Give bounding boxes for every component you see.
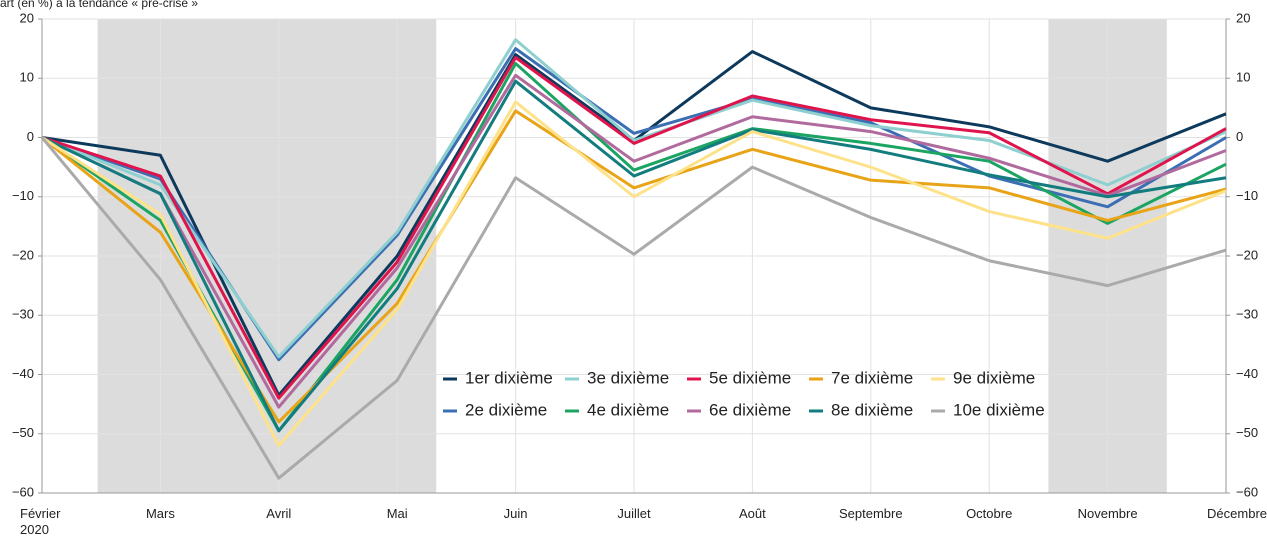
- y-tick-label: −40: [12, 366, 34, 381]
- legend-label: 1er dixième: [465, 368, 553, 387]
- x-tick-label: Octobre: [966, 506, 1013, 521]
- y-tick-label: −10: [12, 188, 34, 203]
- series-line: [41, 56, 1227, 400]
- legend-label: 3e dixième: [587, 368, 669, 387]
- x-tick-label: Avril: [266, 506, 292, 521]
- y2-tick-label: −40: [1236, 366, 1258, 381]
- series-line: [40, 136, 1227, 480]
- y-tick-label: 20: [20, 10, 34, 25]
- legend-label: 7e dixième: [831, 368, 913, 387]
- legend-label: 8e dixième: [831, 400, 913, 419]
- legend-label: 6e dixième: [709, 400, 791, 419]
- y2-tick-label: −20: [1236, 247, 1258, 262]
- y-tick-label: 10: [20, 70, 34, 85]
- legend-label: 4e dixième: [587, 400, 669, 419]
- y-tick-label: −30: [12, 307, 34, 322]
- y-tick-label: 0: [27, 129, 34, 144]
- legend-label: 5e dixième: [709, 368, 791, 387]
- y2-tick-label: 10: [1236, 70, 1250, 85]
- x-tick-label: Novembre: [1077, 506, 1138, 521]
- x-tick-label: Décembre: [1207, 506, 1267, 521]
- x-tick-label: Juillet: [617, 506, 651, 521]
- series-line: [41, 100, 1227, 448]
- series-line: [41, 109, 1227, 424]
- y2-tick-label: 0: [1236, 129, 1243, 144]
- y2-tick-label: 20: [1236, 10, 1250, 25]
- series-line: [41, 38, 1227, 359]
- y-tick-label: −50: [12, 425, 34, 440]
- series-line: [41, 73, 1227, 409]
- y-tick-label: −60: [12, 484, 34, 499]
- x-tick-label: Mai: [386, 506, 408, 521]
- legend-label: 10e dixième: [953, 400, 1045, 419]
- x-tick-label: Août: [739, 506, 766, 521]
- y2-tick-label: −60: [1236, 484, 1258, 499]
- series-line: [41, 79, 1227, 433]
- chart-title: Écart (en %) à la tendance « pré-crise »: [0, 0, 198, 10]
- y2-tick-label: −50: [1236, 425, 1258, 440]
- x-tick-label: Février 2020: [20, 506, 61, 536]
- legend-label: 9e dixième: [953, 368, 1035, 387]
- y2-tick-label: −30: [1236, 307, 1258, 322]
- legend-label: 2e dixième: [465, 400, 547, 419]
- y-tick-label: −20: [12, 247, 34, 262]
- x-tick-label: Juin: [503, 506, 528, 521]
- y2-tick-label: −10: [1236, 188, 1258, 203]
- x-tick-label: Septembre: [839, 506, 903, 521]
- x-tick-label: Mars: [145, 506, 175, 521]
